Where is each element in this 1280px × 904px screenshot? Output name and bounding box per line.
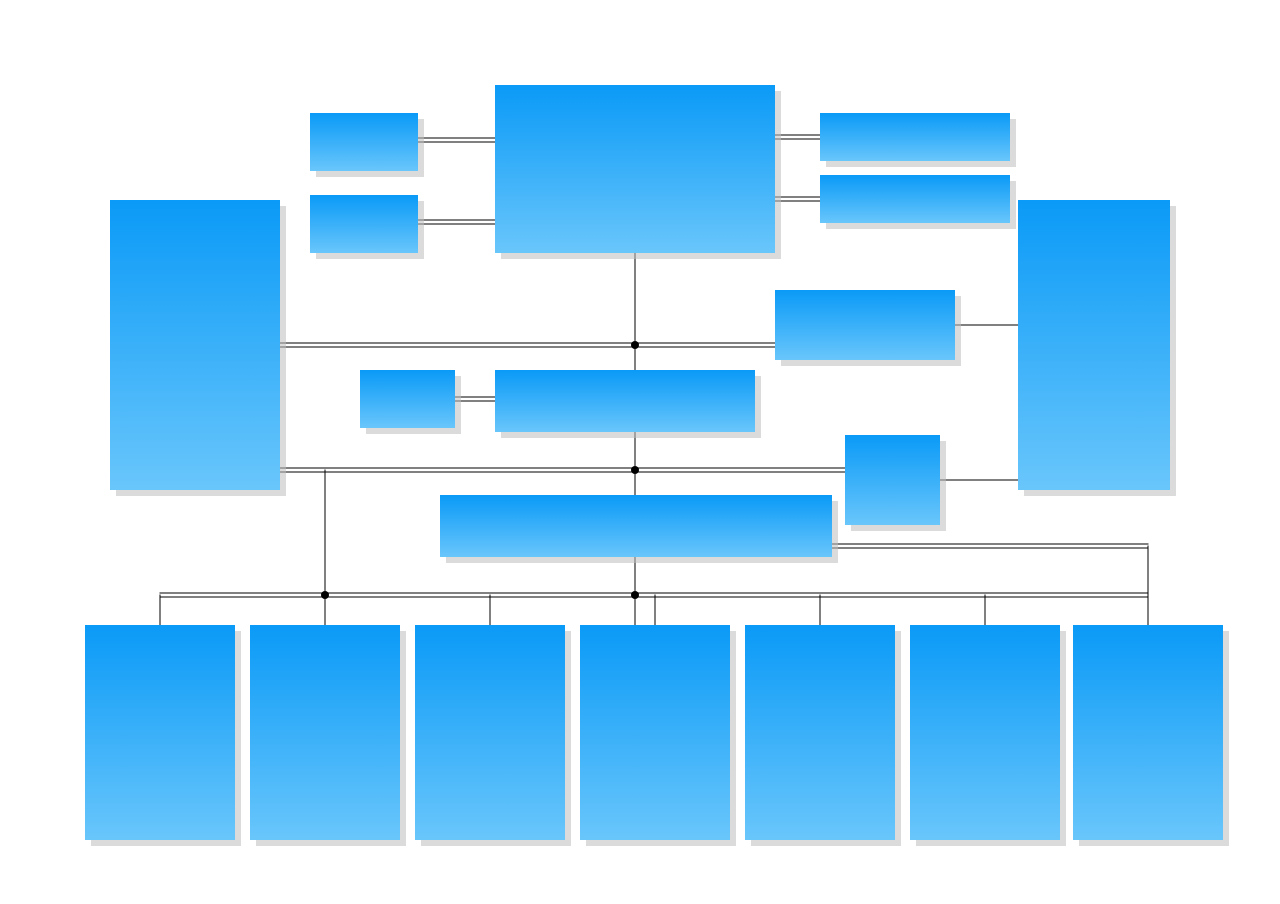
node-top-right-2 <box>820 175 1010 223</box>
node-face <box>820 175 1010 223</box>
node-face <box>310 113 418 171</box>
node-top-left-1 <box>310 113 418 171</box>
node-top-center <box>495 85 775 253</box>
node-bar <box>440 495 832 557</box>
node-leaf-3 <box>415 625 565 840</box>
node-face <box>310 195 418 253</box>
node-face <box>775 290 955 360</box>
node-face <box>820 113 1010 161</box>
node-leaf-2 <box>250 625 400 840</box>
node-left-tall <box>110 200 280 490</box>
node-face <box>495 370 755 432</box>
node-face <box>910 625 1060 840</box>
node-top-left-2 <box>310 195 418 253</box>
node-mid-center <box>495 370 755 432</box>
node-face <box>85 625 235 840</box>
node-face <box>440 495 832 557</box>
node-right-tall <box>1018 200 1170 490</box>
node-leaf-1 <box>85 625 235 840</box>
node-top-right-1 <box>820 113 1010 161</box>
node-face <box>415 625 565 840</box>
node-mid-left <box>360 370 455 428</box>
node-square <box>845 435 940 525</box>
node-face <box>1073 625 1223 840</box>
node-face <box>580 625 730 840</box>
node-leaf-4 <box>580 625 730 840</box>
node-face <box>745 625 895 840</box>
node-face <box>1018 200 1170 490</box>
node-face <box>360 370 455 428</box>
node-leaf-6 <box>910 625 1060 840</box>
node-face <box>250 625 400 840</box>
org-chart-diagram <box>0 0 1280 904</box>
node-mid-right <box>775 290 955 360</box>
node-face <box>845 435 940 525</box>
node-face <box>495 85 775 253</box>
node-face <box>110 200 280 490</box>
node-leaf-5 <box>745 625 895 840</box>
node-leaf-7 <box>1073 625 1223 840</box>
